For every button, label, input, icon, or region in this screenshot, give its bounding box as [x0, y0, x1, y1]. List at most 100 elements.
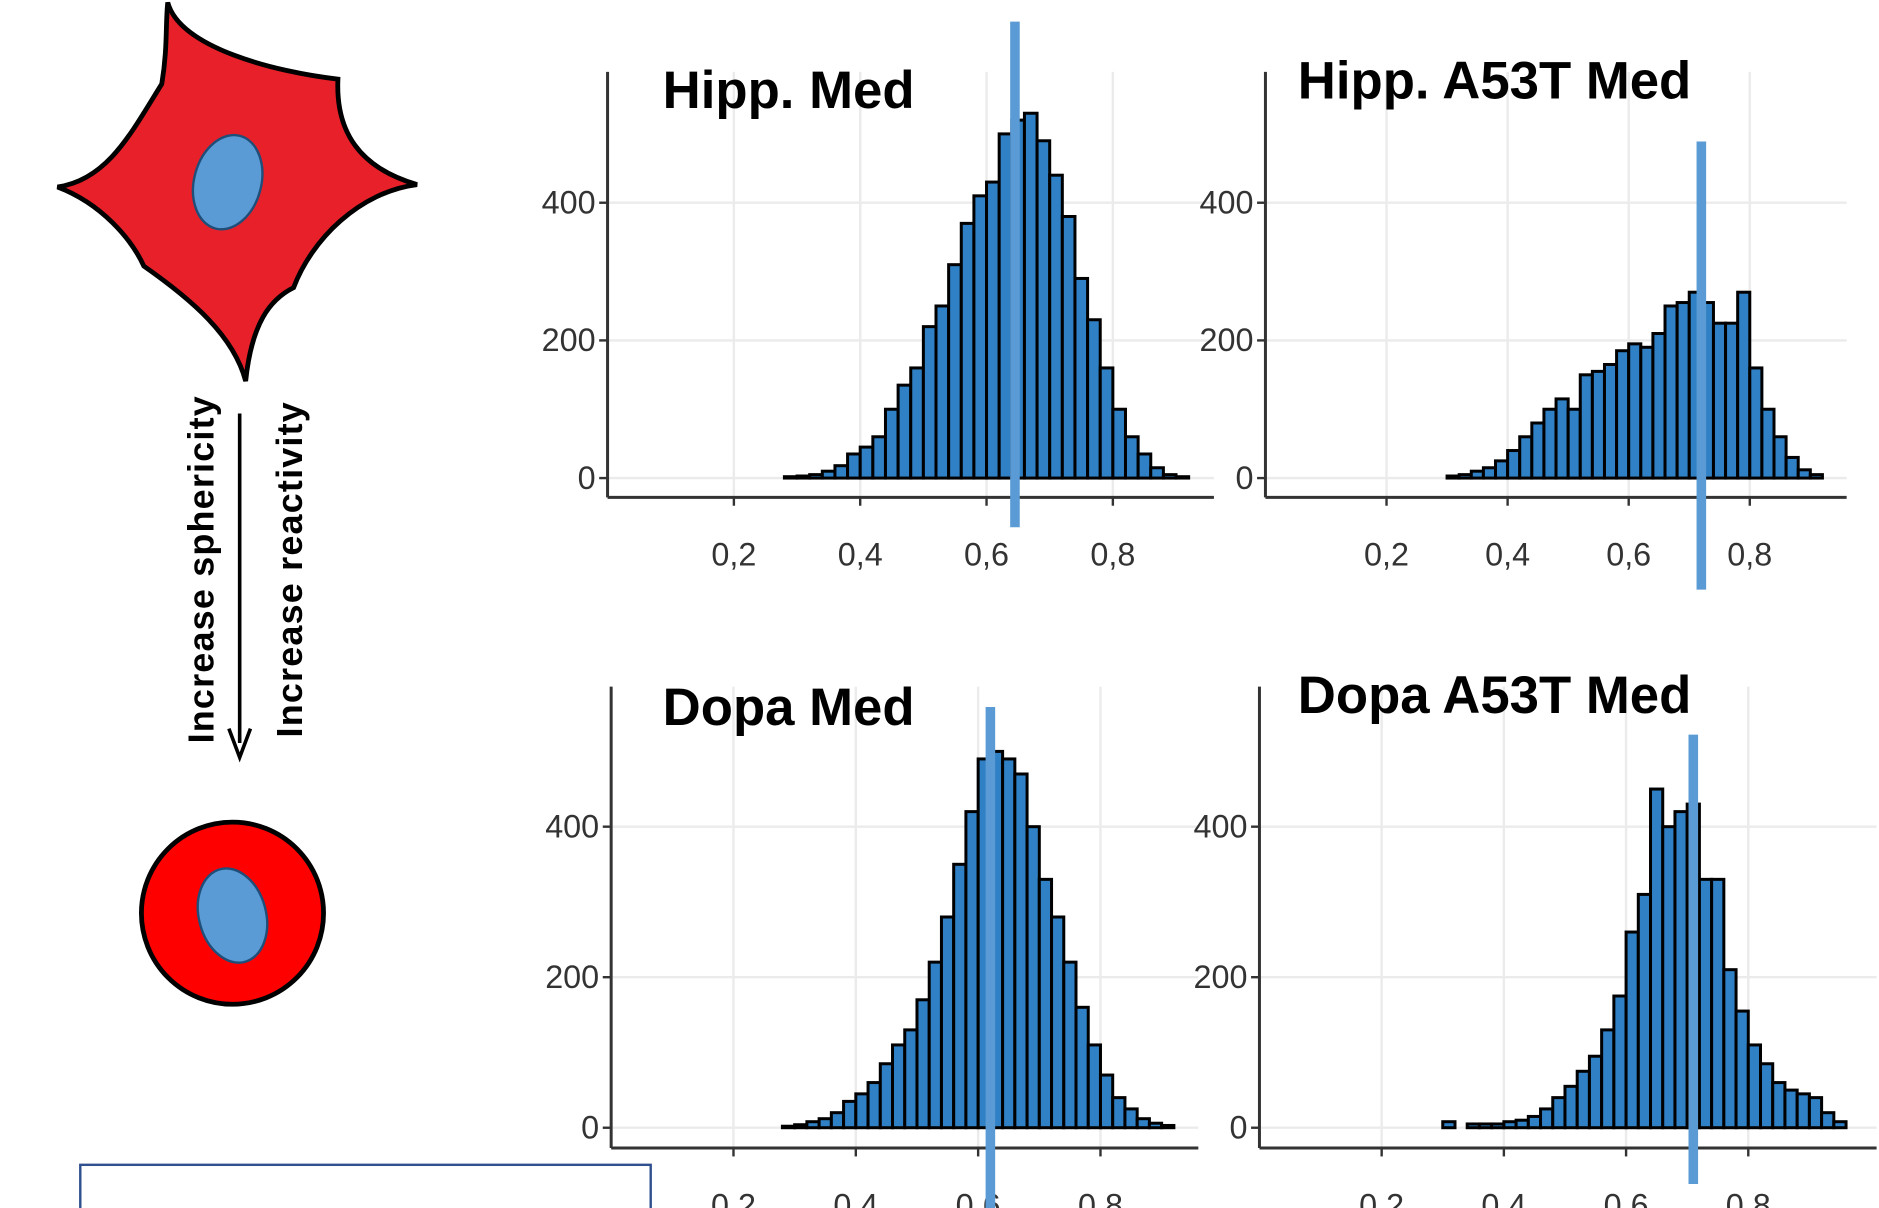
bar — [1783, 1088, 1799, 1130]
bar — [793, 1123, 809, 1130]
bar — [1539, 1107, 1555, 1130]
bar — [1807, 1096, 1824, 1130]
bar — [1627, 342, 1643, 480]
bar — [780, 1124, 797, 1130]
nucleus — [191, 133, 264, 231]
bar — [1675, 301, 1691, 480]
x-tick-label: 0,6 — [1606, 537, 1651, 573]
bar — [1086, 318, 1102, 480]
bar — [1035, 139, 1052, 480]
x-tick-label: 0,4 — [1485, 537, 1530, 573]
bar — [820, 469, 837, 480]
bar — [1832, 1120, 1848, 1130]
note-box — [79, 1163, 652, 1208]
bar — [1748, 366, 1764, 480]
bar — [842, 1099, 858, 1130]
bar — [1506, 449, 1522, 480]
bar — [1663, 304, 1679, 480]
bar — [1636, 892, 1653, 1130]
bar — [1022, 111, 1039, 480]
bar — [903, 1028, 919, 1130]
bar — [1060, 214, 1077, 480]
y-tick-label: 400 — [1199, 185, 1253, 221]
bar — [1465, 1122, 1481, 1130]
bar — [808, 473, 824, 480]
x-tick-label: 0,2 — [711, 537, 756, 573]
bar — [1074, 1005, 1090, 1130]
bar — [1048, 173, 1064, 480]
y-tick-label: 200 — [1199, 322, 1253, 358]
bar — [1759, 1062, 1775, 1130]
x-tick-label: 0,6 — [964, 537, 1009, 573]
bar — [1477, 1122, 1494, 1130]
bar — [1651, 332, 1667, 480]
bar — [1086, 1043, 1102, 1130]
panel-title: Dopa Med — [663, 678, 915, 737]
bar — [1518, 435, 1534, 480]
bar — [795, 474, 812, 480]
bar — [1551, 1096, 1567, 1130]
panel-title: Dopa A53T Med — [1298, 666, 1692, 725]
x-tick-label: 0,8 — [1726, 1187, 1771, 1208]
bar — [1697, 877, 1714, 1130]
bar — [1457, 473, 1473, 480]
bar — [1062, 960, 1078, 1130]
bar — [1796, 468, 1812, 480]
arrow-head — [227, 727, 253, 763]
y-tick-label: 0 — [581, 1110, 599, 1146]
bar — [1514, 1118, 1530, 1130]
bar — [1711, 321, 1728, 480]
x-tick-label: 0,8 — [1090, 537, 1135, 573]
bar — [927, 960, 943, 1130]
bar — [1050, 915, 1066, 1130]
bar — [1445, 474, 1461, 480]
bar — [829, 1111, 846, 1130]
bar — [866, 1081, 882, 1130]
bar — [1123, 435, 1140, 480]
bar — [921, 325, 938, 480]
bar — [1795, 1092, 1811, 1130]
bar — [1563, 1084, 1579, 1130]
bar — [1602, 362, 1619, 480]
bar — [1710, 877, 1726, 1130]
y-tick-label: 0 — [578, 460, 596, 496]
y-tick-label: 0 — [1235, 460, 1253, 496]
bar — [817, 1117, 833, 1130]
bar — [952, 862, 968, 1130]
x-tick-label: 0,4 — [1481, 1187, 1526, 1208]
bar — [891, 1043, 907, 1130]
bar — [972, 194, 989, 480]
bar — [896, 383, 913, 480]
y-tick-label: 400 — [1194, 808, 1248, 844]
side-label: Increase reactivity — [269, 401, 310, 737]
bar — [1490, 1122, 1506, 1130]
bar — [1673, 810, 1689, 1130]
y-tick-label: 200 — [545, 959, 599, 995]
bar — [947, 263, 963, 480]
side-label: Increase sphericity — [180, 395, 221, 743]
bar — [1111, 1096, 1127, 1130]
bar — [1736, 290, 1752, 480]
bar — [1013, 772, 1029, 1130]
bar — [1746, 1043, 1763, 1130]
bar — [858, 445, 875, 480]
bar — [1098, 1073, 1115, 1130]
bar — [782, 475, 799, 480]
y-tick-label: 400 — [545, 808, 599, 844]
bar — [1649, 787, 1665, 1130]
bar — [805, 1120, 821, 1130]
bar — [1174, 475, 1191, 480]
bar — [846, 452, 862, 480]
bar — [1111, 407, 1127, 480]
x-tick-label: 0,4 — [838, 537, 883, 573]
x-tick-label: 0,8 — [1727, 537, 1772, 573]
bar — [1530, 421, 1546, 480]
bar — [1772, 435, 1788, 480]
bar — [1037, 877, 1054, 1130]
x-tick-label: 0,2 — [1364, 537, 1409, 573]
bar — [1469, 469, 1485, 480]
cell-diagram: Increase sphericity Increase reactivity — [56, 1, 652, 1208]
bar — [1734, 1009, 1750, 1130]
bar — [1098, 366, 1115, 480]
bar — [1566, 407, 1582, 480]
